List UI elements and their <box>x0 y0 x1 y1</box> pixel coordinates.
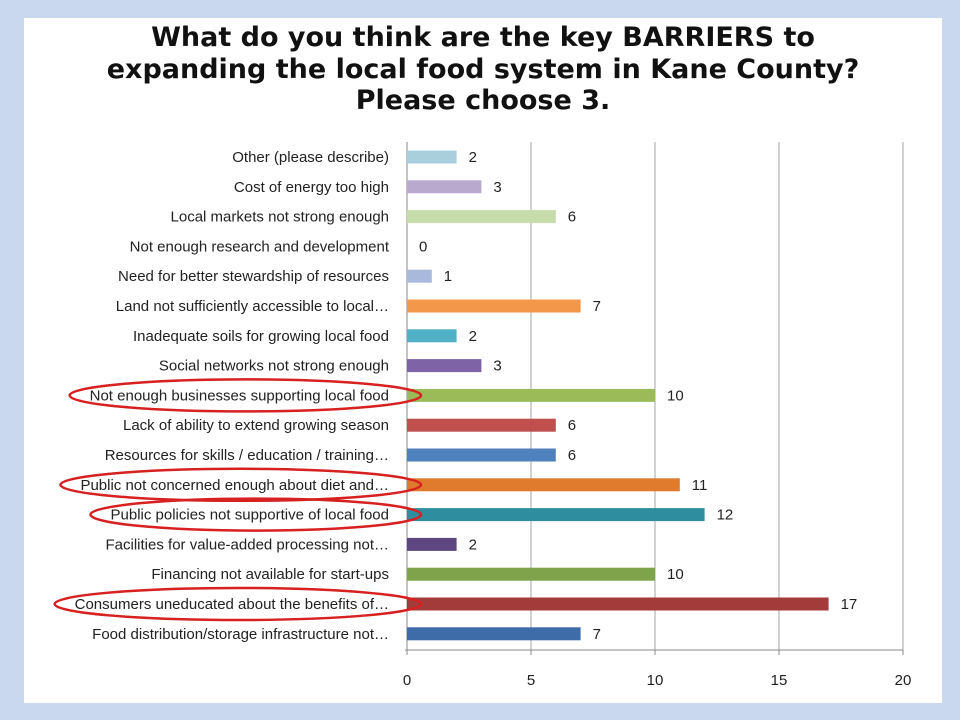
bar <box>407 269 432 283</box>
data-label: 6 <box>568 209 576 226</box>
category-label: Financing not available for start-ups <box>151 566 389 583</box>
category-label: Inadequate soils for growing local food <box>133 328 389 345</box>
data-label: 2 <box>469 149 477 166</box>
category-label: Cost of energy too high <box>234 179 389 196</box>
category-label: Facilities for value-added processing no… <box>106 536 389 553</box>
category-label: Food distribution/storage infrastructure… <box>92 626 389 643</box>
category-label: Not enough businesses supporting local f… <box>90 387 389 404</box>
bar <box>407 150 457 164</box>
data-label: 2 <box>469 328 477 345</box>
bar <box>407 388 655 402</box>
category-label: Consumers uneducated about the benefits … <box>75 596 389 613</box>
category-label: Need for better stewardship of resources <box>118 268 389 285</box>
data-label: 3 <box>493 358 501 375</box>
bar <box>407 210 556 224</box>
data-label: 6 <box>568 447 576 464</box>
chart-title-line-2: expanding the local food system in Kane … <box>106 53 860 85</box>
bar <box>407 180 482 194</box>
x-tick-label: 0 <box>403 672 411 689</box>
category-label: Local markets not strong enough <box>171 209 389 226</box>
category-label: Social networks not strong enough <box>159 358 389 375</box>
bar <box>407 627 581 641</box>
data-label: 17 <box>841 596 858 613</box>
bar <box>407 508 705 522</box>
x-tick-label: 10 <box>647 672 664 689</box>
data-label: 11 <box>692 477 708 494</box>
category-label: Resources for skills / education / train… <box>105 447 389 464</box>
chart-title-line-3: Please choose 3. <box>355 85 611 116</box>
bar <box>407 359 482 373</box>
x-tick-label: 5 <box>527 672 535 689</box>
category-label: Not enough research and development <box>130 238 390 255</box>
data-label: 12 <box>717 507 734 524</box>
data-label: 7 <box>593 626 601 643</box>
chart-title-line-1: What do you think are the key BARRIERS t… <box>151 22 815 53</box>
highlight-ellipse <box>53 586 423 622</box>
x-tick-label: 15 <box>771 672 788 689</box>
highlight-ellipse <box>89 497 423 532</box>
bar <box>407 478 680 492</box>
data-label: 7 <box>593 298 601 315</box>
chart-title: What do you think are the key BARRIERS t… <box>24 22 942 117</box>
bar <box>407 418 556 432</box>
bar <box>407 567 655 581</box>
category-label: Other (please describe) <box>232 149 389 166</box>
data-label: 3 <box>493 179 501 196</box>
category-label: Lack of ability to extend growing season <box>123 417 389 434</box>
data-label: 10 <box>667 566 684 583</box>
x-tick-label: 20 <box>895 672 912 689</box>
data-label: 10 <box>667 387 684 404</box>
data-label: 2 <box>469 536 477 553</box>
bar <box>407 597 829 611</box>
highlight-ellipse <box>59 467 423 503</box>
category-label: Land not sufficiently accessible to loca… <box>116 298 389 315</box>
data-label: 1 <box>444 268 452 285</box>
bar <box>407 537 457 551</box>
bar <box>407 448 556 462</box>
data-label: 0 <box>419 238 427 255</box>
category-label: Public policies not supportive of local … <box>111 507 390 524</box>
bar <box>407 329 457 343</box>
data-label: 6 <box>568 417 576 434</box>
highlight-ellipse <box>68 378 423 413</box>
category-label: Public not concerned enough about diet a… <box>80 477 389 494</box>
bar <box>407 299 581 313</box>
